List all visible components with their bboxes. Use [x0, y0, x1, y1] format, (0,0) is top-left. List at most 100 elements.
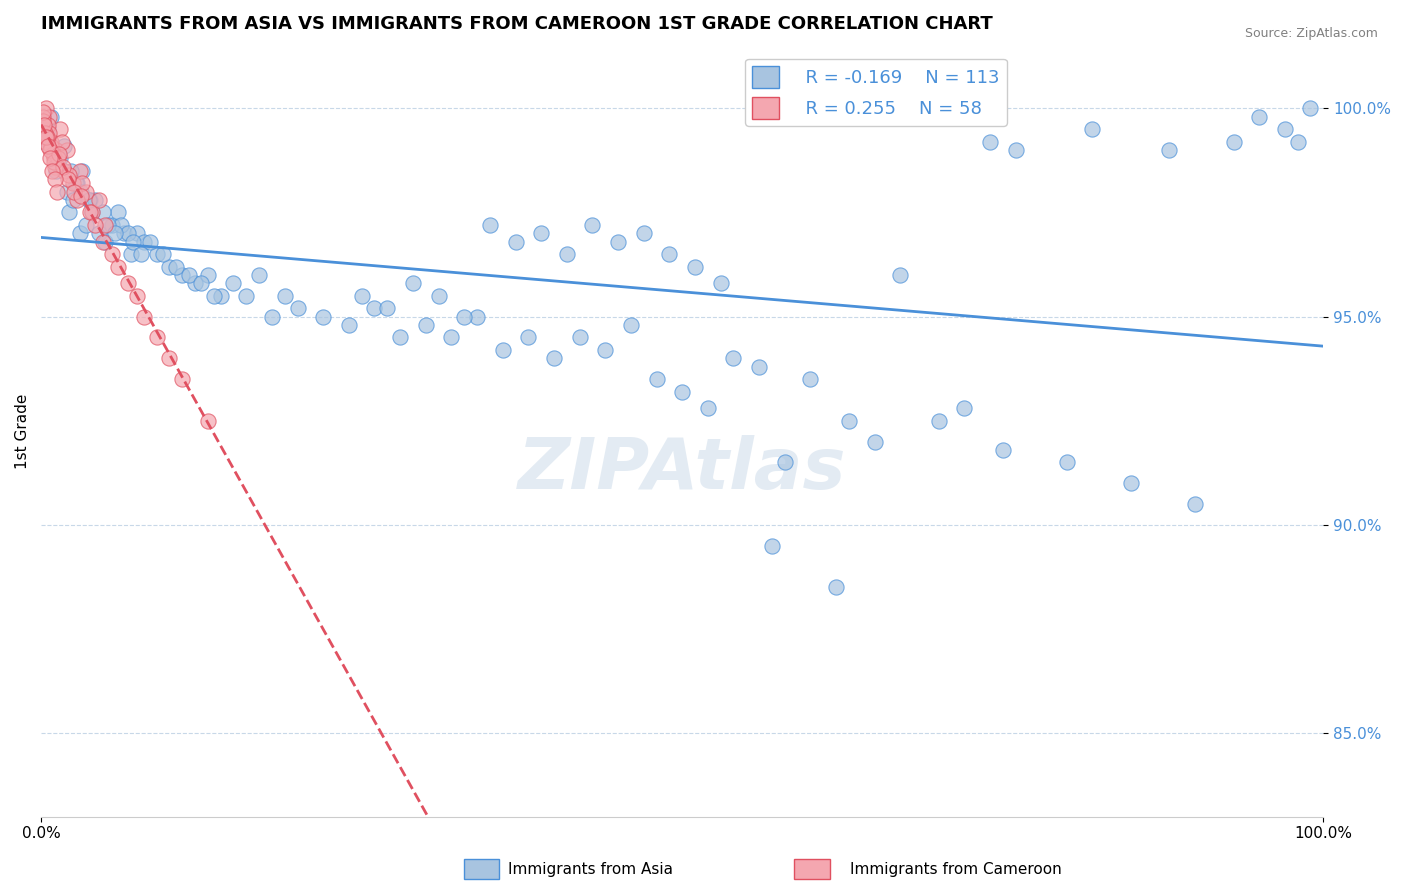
Point	[152, 247, 174, 261]
Point	[58, 205, 80, 219]
Point	[104, 226, 127, 240]
Point	[157, 351, 180, 366]
Point	[979, 135, 1001, 149]
Point	[172, 372, 194, 386]
Point	[247, 268, 270, 282]
Point	[91, 205, 114, 219]
Point	[122, 235, 145, 249]
Point	[581, 218, 603, 232]
Point	[1184, 497, 1206, 511]
Y-axis label: 1st Grade: 1st Grade	[15, 393, 30, 469]
Point	[87, 193, 110, 207]
Point	[69, 226, 91, 240]
Point	[38, 126, 60, 140]
Point	[41, 135, 63, 149]
Point	[35, 130, 58, 145]
Point	[505, 235, 527, 249]
Point	[114, 226, 136, 240]
Point	[928, 414, 950, 428]
Point	[453, 310, 475, 324]
Point	[568, 330, 591, 344]
Point	[222, 276, 245, 290]
Point	[55, 185, 77, 199]
Point	[683, 260, 706, 274]
Point	[110, 218, 132, 232]
Point	[274, 289, 297, 303]
Point	[555, 247, 578, 261]
Point	[723, 351, 745, 366]
Point	[145, 330, 167, 344]
Point	[389, 330, 412, 344]
Point	[517, 330, 540, 344]
Point	[127, 289, 149, 303]
Point	[953, 401, 976, 416]
Point	[79, 193, 101, 207]
Point	[107, 205, 129, 219]
Point	[37, 138, 59, 153]
Point	[59, 163, 82, 178]
Point	[710, 276, 733, 290]
Point	[139, 235, 162, 249]
Text: IMMIGRANTS FROM ASIA VS IMMIGRANTS FROM CAMEROON 1ST GRADE CORRELATION CHART: IMMIGRANTS FROM ASIA VS IMMIGRANTS FROM …	[41, 15, 993, 33]
Point	[117, 276, 139, 290]
Point	[32, 122, 55, 136]
Point	[145, 247, 167, 261]
Point	[49, 151, 72, 165]
Point	[51, 135, 73, 149]
Point	[415, 318, 437, 332]
Point	[132, 235, 155, 249]
Point	[34, 135, 56, 149]
Point	[645, 372, 668, 386]
Text: Source: ZipAtlas.com: Source: ZipAtlas.com	[1244, 27, 1378, 40]
Point	[42, 143, 65, 157]
Point	[41, 163, 63, 178]
Point	[32, 113, 55, 128]
Point	[62, 193, 84, 207]
Point	[190, 276, 212, 290]
Point	[75, 185, 97, 199]
Point	[863, 434, 886, 449]
Point	[39, 138, 62, 153]
Point	[658, 247, 681, 261]
Point	[46, 151, 69, 165]
Point	[45, 143, 67, 157]
Point	[34, 126, 56, 140]
Point	[132, 310, 155, 324]
Point	[1299, 101, 1322, 115]
Point	[696, 401, 718, 416]
Point	[671, 384, 693, 399]
Point	[45, 163, 67, 178]
Point	[478, 218, 501, 232]
Point	[1222, 135, 1244, 149]
Point	[100, 247, 122, 261]
Point	[38, 110, 60, 124]
Point	[35, 101, 58, 115]
Point	[94, 235, 117, 249]
Point	[49, 122, 72, 136]
Point	[465, 310, 488, 324]
Point	[838, 414, 860, 428]
Point	[427, 289, 450, 303]
Point	[42, 151, 65, 165]
Point	[117, 226, 139, 240]
Point	[337, 318, 360, 332]
Point	[235, 289, 257, 303]
Point	[34, 135, 56, 149]
Point	[402, 276, 425, 290]
Point	[633, 226, 655, 240]
Point	[91, 235, 114, 249]
Point	[82, 205, 104, 219]
Point	[197, 414, 219, 428]
Text: Immigrants from Asia: Immigrants from Asia	[508, 863, 673, 877]
Point	[177, 268, 200, 282]
Point	[84, 193, 107, 207]
Text: ZIPAtlas: ZIPAtlas	[517, 435, 846, 504]
Point	[70, 176, 93, 190]
Point	[127, 226, 149, 240]
Point	[492, 343, 515, 357]
Point	[82, 205, 104, 219]
Point	[63, 185, 86, 199]
Point	[77, 193, 100, 207]
Point	[260, 310, 283, 324]
Point	[56, 172, 79, 186]
